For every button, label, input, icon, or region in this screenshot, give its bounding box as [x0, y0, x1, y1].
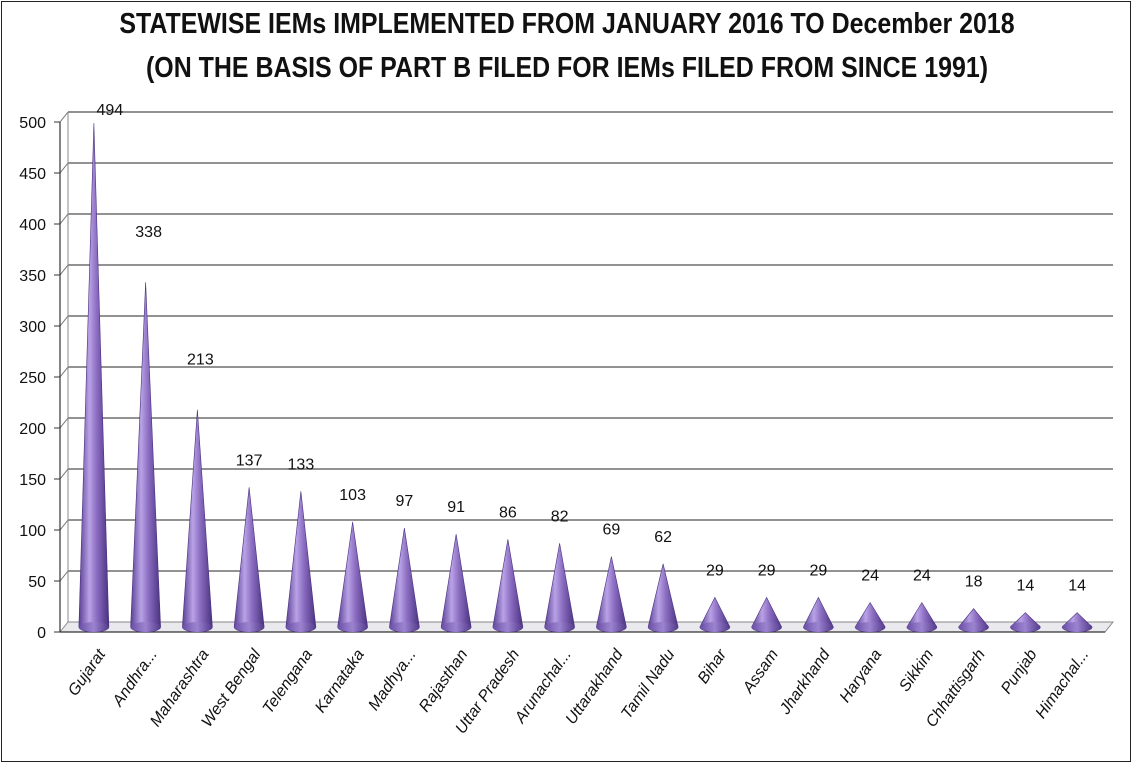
gridline-depth [59, 417, 69, 429]
gridline-depth [59, 111, 69, 123]
gridline-depth [59, 366, 69, 378]
category-label: Himachal... [1033, 647, 1093, 722]
cone-base [1010, 622, 1041, 632]
y-tick-label: 400 [19, 217, 46, 234]
data-label: 29 [809, 562, 827, 579]
data-label: 91 [447, 499, 465, 516]
gridline-depth [59, 264, 69, 276]
data-label: 338 [135, 224, 162, 241]
cone-bar [233, 487, 265, 633]
category-label: Sikkim [896, 647, 937, 695]
gridline-depth [59, 315, 69, 327]
y-tick-label: 450 [19, 166, 46, 183]
gridline-depth [59, 213, 69, 225]
cone-base [389, 622, 420, 632]
cone-base [285, 622, 316, 632]
cone-bar [492, 539, 524, 633]
axes [54, 112, 1115, 633]
cone-base [648, 622, 679, 632]
data-label: 137 [236, 452, 263, 469]
y-tick-label: 50 [28, 574, 46, 591]
category-label: Gujarat [65, 646, 109, 699]
cone-base [699, 622, 730, 632]
cone-bar [596, 556, 627, 633]
data-label: 24 [861, 568, 879, 585]
y-tick-label: 300 [19, 319, 46, 336]
cone-base [182, 622, 213, 632]
cone-base [441, 622, 472, 632]
cone-bar [78, 123, 110, 633]
data-label: 69 [602, 522, 620, 539]
cone-bar [337, 521, 368, 633]
y-tick-label: 250 [19, 370, 46, 387]
gridline-depth [59, 162, 69, 174]
cone-bar [130, 282, 161, 633]
cone-bar [285, 491, 317, 633]
y-tick-label: 500 [19, 115, 46, 132]
cone-base [544, 622, 575, 632]
cone-base [958, 622, 989, 632]
data-label: 29 [758, 562, 776, 579]
category-label: Punjab [998, 646, 1041, 697]
category-label: Tamil Nadu [618, 646, 678, 722]
cone-base [1062, 622, 1093, 632]
category-label: Karnataka [312, 646, 368, 716]
data-label: 82 [551, 508, 569, 525]
gridline-depth [59, 570, 69, 582]
y-tick-label: 200 [19, 421, 46, 438]
y-tick-label: 0 [37, 625, 46, 642]
cones [78, 123, 1093, 633]
data-label: 29 [706, 562, 724, 579]
data-label: 103 [339, 487, 366, 504]
category-label: Assam [739, 647, 782, 698]
cone-bar [389, 528, 420, 633]
chart-subtitle: (ON THE BASIS OF PART B FILED FOR IEMs F… [145, 52, 989, 84]
cone-base [78, 622, 109, 632]
category-label: Jharkhand [776, 646, 834, 719]
cone-base [130, 622, 161, 632]
gridline-depth [59, 519, 69, 531]
cone-base [906, 622, 937, 632]
y-tick-label: 350 [19, 268, 46, 285]
labels: 0 50 100 150 200 250 300 350 400 450 500 494 Gujarat… [19, 102, 1092, 737]
data-label: 86 [499, 504, 517, 521]
category-label: Andhra... [109, 647, 161, 711]
cone-base [492, 622, 523, 632]
data-label: 14 [1068, 578, 1086, 595]
gridline-depth [59, 468, 69, 480]
chart-title: STATEWISE IEMs IMPLEMENTED FROM JANUARY … [119, 8, 1015, 40]
cone-base [234, 622, 265, 632]
category-label: Madhya... [365, 647, 419, 714]
data-label: 18 [965, 574, 983, 591]
cone-base [596, 622, 627, 632]
category-label: Rajasthan [416, 646, 471, 715]
y-tick-label: 100 [19, 523, 46, 540]
data-label: 213 [187, 352, 214, 369]
cone-bar [440, 534, 472, 633]
cone-base [751, 622, 782, 632]
category-label: Telengana [260, 646, 317, 717]
cone-bar [182, 409, 213, 633]
category-label: Bihar [695, 646, 731, 687]
cone-bar [544, 543, 575, 633]
data-label: 133 [288, 456, 315, 473]
cone-base [803, 622, 834, 632]
category-label: Haryana [837, 646, 886, 705]
cone-bar [647, 563, 679, 633]
floor [58, 621, 1115, 633]
data-label: 62 [654, 529, 672, 546]
data-label: 14 [1016, 578, 1034, 595]
gridlines [59, 111, 1113, 582]
y-tick-label: 150 [19, 472, 46, 489]
data-label: 494 [97, 102, 124, 119]
cone-base [337, 622, 368, 632]
cone-base [855, 622, 886, 632]
data-label: 97 [395, 493, 413, 510]
data-label: 24 [913, 568, 931, 585]
